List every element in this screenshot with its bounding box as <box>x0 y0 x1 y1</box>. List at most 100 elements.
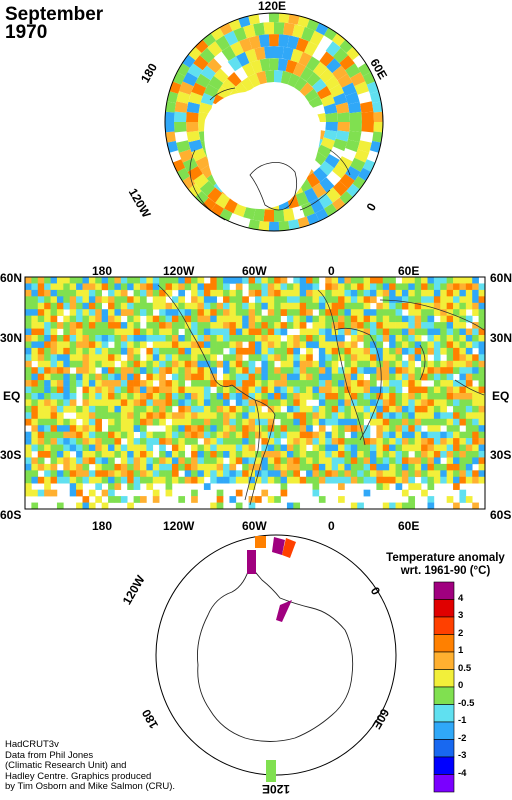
grid-cell <box>408 328 416 336</box>
grid-cell <box>44 302 51 310</box>
grid-cell <box>363 489 371 497</box>
grid-cell <box>299 380 307 387</box>
grid-cell <box>159 367 166 374</box>
polar-cell <box>215 193 230 209</box>
grid-cell <box>465 496 473 503</box>
grid-cell <box>446 347 454 355</box>
grid-cell <box>140 438 147 445</box>
grid-cell <box>140 289 147 297</box>
grid-cell <box>229 354 237 362</box>
grid-cell <box>280 380 288 387</box>
grid-cell <box>37 463 45 471</box>
grid-cell <box>197 463 205 471</box>
grid-cell <box>171 393 179 400</box>
grid-cell <box>344 302 352 310</box>
grid-cell <box>306 283 313 291</box>
grid-cell <box>31 328 39 336</box>
grid-cell <box>433 367 441 374</box>
grid-cell <box>293 405 301 413</box>
grid-cell <box>76 451 83 458</box>
grid-cell <box>382 438 390 445</box>
polar-cell <box>304 41 318 57</box>
grid-cell <box>299 367 307 374</box>
grid-cell <box>108 302 115 310</box>
grid-cell <box>133 373 141 381</box>
grid-cell <box>350 315 358 323</box>
grid-cell <box>350 322 358 329</box>
grid-cell <box>325 283 332 291</box>
polar-cell <box>195 156 211 171</box>
polar-cell <box>295 191 309 207</box>
grid-cell <box>363 457 371 465</box>
grid-cell <box>140 341 147 349</box>
grid-cell <box>408 360 416 368</box>
polar-cell <box>208 75 224 90</box>
grid-cell <box>235 296 243 304</box>
grid-cell <box>376 483 384 490</box>
grid-cell <box>331 360 339 368</box>
grid-cell <box>56 425 64 432</box>
grid-cell <box>203 296 211 304</box>
grid-cell <box>306 302 313 310</box>
grid-cell <box>293 347 301 355</box>
polar-cell <box>373 111 383 122</box>
grid-cell <box>299 328 307 336</box>
grid-cell <box>459 393 467 400</box>
grid-cell <box>312 438 320 445</box>
grid-cell <box>350 277 358 284</box>
polar-cell <box>324 154 340 169</box>
grid-cell <box>382 360 390 368</box>
grid-cell <box>25 328 32 336</box>
grid-cell <box>76 483 83 490</box>
grid-cell <box>235 373 243 381</box>
polar-cell <box>248 73 261 88</box>
grid-cell <box>82 451 90 458</box>
grid-cell <box>306 386 313 394</box>
grid-cell <box>140 302 147 310</box>
grid-cell <box>465 399 473 407</box>
grid-cell <box>344 373 352 381</box>
polar-cell <box>324 75 340 90</box>
grid-cell <box>108 444 115 452</box>
grid-cell <box>235 431 243 439</box>
grid-cell <box>140 496 147 503</box>
grid-cell <box>433 412 441 420</box>
grid-cell <box>191 405 198 413</box>
grid-cell <box>25 483 32 490</box>
grid-cell <box>171 347 179 355</box>
grid-cell <box>50 399 58 407</box>
grid-cell <box>382 502 390 510</box>
grid-cell <box>363 405 371 413</box>
grid-cell <box>389 463 396 471</box>
grid-cell <box>88 322 96 329</box>
legend-color-bar <box>433 581 455 793</box>
polar-cell <box>294 77 308 92</box>
polar-cell <box>325 122 338 132</box>
grid-cell <box>248 425 256 432</box>
grid-cell <box>395 386 403 394</box>
grid-cell <box>63 302 71 310</box>
grid-cell <box>453 444 460 452</box>
legend-swatch <box>433 739 455 758</box>
grid-cell <box>440 373 447 381</box>
grid-cell <box>56 322 64 329</box>
grid-cell <box>50 444 58 452</box>
grid-cell <box>140 412 147 420</box>
grid-cell <box>127 418 134 426</box>
grid-cell <box>56 418 64 426</box>
grid-cell <box>472 289 479 297</box>
grid-cell <box>312 315 320 323</box>
grid-cell <box>56 457 64 465</box>
grid-cell <box>69 393 77 400</box>
grid-cell <box>472 399 479 407</box>
grid-cell <box>88 457 96 465</box>
grid-cell <box>203 399 211 407</box>
grid-cell <box>408 347 416 355</box>
grid-cell <box>223 393 230 400</box>
polar-cell <box>332 180 349 197</box>
grid-cell <box>69 457 77 465</box>
grid-cell <box>203 341 211 349</box>
grid-cell <box>427 463 435 471</box>
grid-cell <box>50 302 58 310</box>
grid-cell <box>472 367 479 374</box>
